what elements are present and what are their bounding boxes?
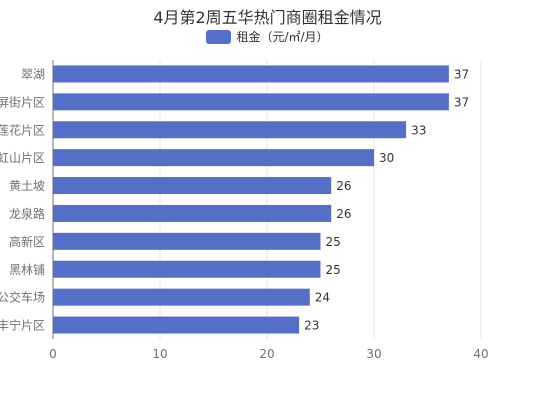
bar[interactable] bbox=[53, 316, 300, 334]
category-label: 虹山片区 bbox=[0, 151, 45, 165]
bar[interactable] bbox=[53, 204, 332, 222]
x-tick-label: 10 bbox=[152, 347, 167, 361]
bar[interactable] bbox=[53, 177, 332, 195]
data-label: 26 bbox=[336, 179, 351, 193]
category-label: 公交车场 bbox=[0, 290, 45, 305]
category-label: 翠湖 bbox=[21, 66, 45, 81]
chart-title: 4月第2周五华热门商圈租金情况 bbox=[153, 8, 382, 27]
bar[interactable] bbox=[53, 149, 374, 167]
category-label: 屏街片区 bbox=[0, 95, 45, 109]
x-tick-label: 0 bbox=[49, 347, 57, 361]
bar[interactable] bbox=[53, 260, 321, 278]
x-tick-label: 30 bbox=[366, 347, 381, 361]
data-label: 30 bbox=[379, 151, 394, 165]
x-tick-labels: 0 10 20 30 40 bbox=[49, 347, 488, 361]
category-label: 黄土坡 bbox=[9, 179, 45, 193]
data-label: 25 bbox=[326, 235, 341, 249]
legend-label: 租金（元/㎡/月） bbox=[236, 30, 329, 44]
category-label: 丰宁片区 bbox=[0, 318, 45, 333]
category-label: 高新区 bbox=[9, 234, 45, 249]
bars bbox=[53, 65, 449, 334]
data-labels: 37 37 33 30 26 26 25 25 24 23 bbox=[304, 67, 469, 332]
legend-swatch bbox=[206, 29, 232, 44]
data-label: 33 bbox=[411, 123, 426, 137]
bar[interactable] bbox=[53, 65, 449, 83]
data-label: 26 bbox=[336, 207, 351, 221]
legend[interactable]: 租金（元/㎡/月） bbox=[0, 28, 535, 45]
bar[interactable] bbox=[53, 121, 407, 139]
data-label: 23 bbox=[304, 319, 319, 333]
data-label: 37 bbox=[454, 67, 469, 81]
x-tick-label: 20 bbox=[259, 347, 274, 361]
data-label: 24 bbox=[315, 291, 330, 305]
category-label: 龙泉路 bbox=[9, 206, 45, 221]
category-label: 莲花片区 bbox=[0, 122, 45, 137]
bar[interactable] bbox=[53, 288, 310, 306]
x-tick-label: 40 bbox=[473, 347, 488, 361]
category-label: 黑林铺 bbox=[9, 263, 45, 277]
bar[interactable] bbox=[53, 232, 321, 250]
bar[interactable] bbox=[53, 93, 449, 111]
data-label: 37 bbox=[454, 95, 469, 109]
data-label: 25 bbox=[326, 263, 341, 277]
